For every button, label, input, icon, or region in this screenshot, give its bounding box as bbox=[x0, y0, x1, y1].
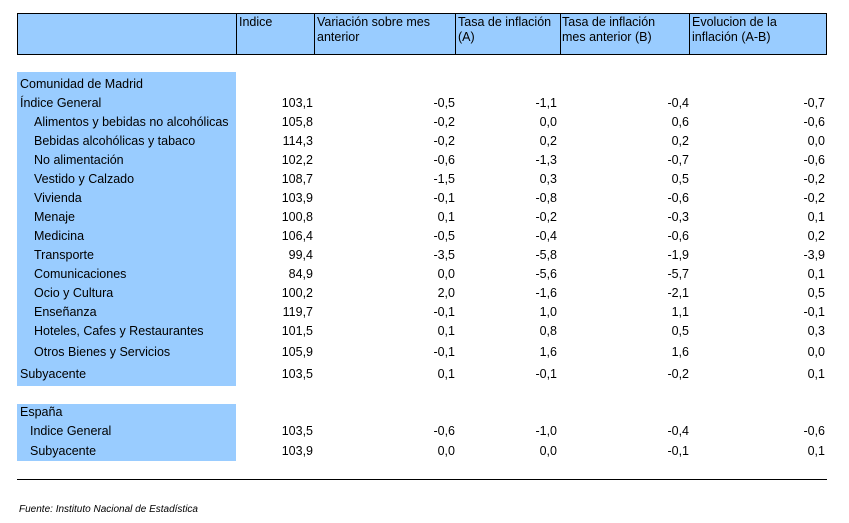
madrid-label-band bbox=[17, 72, 236, 386]
source-note: Fuente: Instituto Nacional de Estadístic… bbox=[19, 504, 198, 515]
section-title-espana: España bbox=[20, 405, 63, 419]
table-row: Comunicaciones 84,9 0,0 -5,6 -5,7 0,1 bbox=[34, 267, 825, 281]
table-row: Bebidas alcohólicas y tabaco 114,3 -0,2 … bbox=[34, 134, 825, 148]
column-divider bbox=[689, 13, 690, 55]
table-bottom-rule bbox=[17, 479, 827, 480]
section-title-madrid: Comunidad de Madrid bbox=[20, 77, 143, 91]
table-row: Ocio y Cultura 100,2 2,0 -1,6 -2,1 0,5 bbox=[34, 286, 825, 300]
column-divider bbox=[17, 13, 18, 55]
table-header bbox=[17, 13, 827, 54]
espana-label-band bbox=[17, 404, 236, 461]
table-row: Transporte 99,4 -3,5 -5,8 -1,9 -3,9 bbox=[34, 248, 825, 262]
table-row: Vestido y Calzado 108,7 -1,5 0,3 0,5 -0,… bbox=[34, 172, 825, 186]
table-row: Subyacente 103,5 0,1 -0,1 -0,2 0,1 bbox=[20, 367, 825, 381]
header-top-rule bbox=[17, 13, 827, 14]
header-indice: Indice bbox=[239, 15, 273, 29]
column-divider bbox=[236, 13, 237, 55]
table-row: Índice General 103,1 -0,5 -1,1 -0,4 -0,7 bbox=[20, 96, 825, 110]
column-divider bbox=[826, 13, 827, 55]
header-tasa-a: Tasa de inflación (A) bbox=[458, 15, 552, 44]
table-row: Hoteles, Cafes y Restaurantes 101,5 0,1 … bbox=[34, 324, 825, 338]
header-tasa-b: Tasa de inflación mes anterior (B) bbox=[562, 15, 656, 44]
header-bottom-rule bbox=[17, 54, 827, 55]
table-row: Otros Bienes y Servicios 105,9 -0,1 1,6 … bbox=[34, 345, 825, 359]
column-divider bbox=[314, 13, 315, 55]
table-row: No alimentación 102,2 -0,6 -1,3 -0,7 -0,… bbox=[34, 153, 825, 167]
table-row: Enseñanza 119,7 -0,1 1,0 1,1 -0,1 bbox=[34, 305, 825, 319]
table-row: Subyacente 103,9 0,0 0,0 -0,1 0,1 bbox=[30, 444, 825, 458]
table-row: Alimentos y bebidas no alcohólicas 105,8… bbox=[34, 115, 825, 129]
table-row: Vivienda 103,9 -0,1 -0,8 -0,6 -0,2 bbox=[34, 191, 825, 205]
table-row: Menaje 100,8 0,1 -0,2 -0,3 0,1 bbox=[34, 210, 825, 224]
header-variacion: Variación sobre mes anterior bbox=[317, 15, 431, 44]
column-divider bbox=[560, 13, 561, 55]
table-row: Indice General 103,5 -0,6 -1,0 -0,4 -0,6 bbox=[30, 424, 825, 438]
column-divider bbox=[455, 13, 456, 55]
table-row: Medicina 106,4 -0,5 -0,4 -0,6 0,2 bbox=[34, 229, 825, 243]
header-evolucion: Evolucion de la inflación (A-B) bbox=[692, 15, 777, 44]
